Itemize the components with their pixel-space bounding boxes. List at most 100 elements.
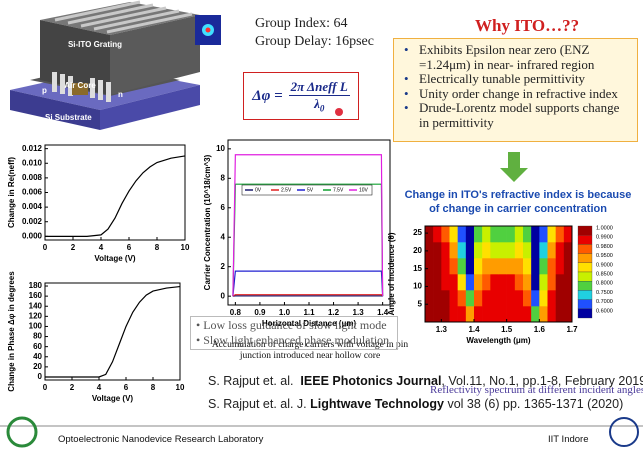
cite-details: vol 38 (6) pp. 1365-1371 (2020) [443,397,624,411]
x-tick-label: 1.5 [501,325,513,334]
colorbar-label: 0.9900 [596,235,613,241]
cite-authors: S. Rajput et. al. J. [208,397,307,411]
heat-cell [433,290,442,307]
heat-cell [457,290,467,307]
down-arrow [500,152,528,182]
slow-list: Low loss guidance of slow light modeSlow… [196,318,392,348]
heat-cell [531,258,540,275]
heat-cell [498,306,507,323]
heat-cell [490,306,499,323]
heat-cell [433,258,442,275]
x-tick-label: 4 [97,383,102,392]
mode-core [205,27,211,33]
heat-cell [506,290,516,307]
heat-cell [555,258,565,275]
heat-cell [490,274,499,291]
x-tick-label: 8 [151,383,156,392]
legend-label: 2.5V [281,187,292,193]
heat-cell [498,226,507,243]
colorbar-label: 0.9000 [596,262,613,268]
heat-cell [490,290,499,307]
x-axis-label: Voltage (V) [94,254,136,263]
heat-cell [514,274,524,291]
heat-cell [547,258,556,275]
legend-label: 5V [307,187,314,193]
heat-cell [433,226,442,243]
heat-cell [457,306,467,323]
reflect-caption: Reflectivity spectrum at different incid… [430,384,643,396]
colorbar-label: 0.9800 [596,244,613,250]
y-tick-label: 80 [33,332,42,341]
x-tick-label: 1.2 [328,308,340,317]
plot-frame [424,225,573,323]
cite-details: , Vol.11, No.1, pp.1-8, February 2019 [441,374,643,388]
eq-lhs: Δφ = [252,87,283,104]
heat-cell [482,242,491,259]
colorbar-swatch [577,244,593,254]
heat-cell [563,226,573,243]
cite-journal: Lightwave Technology [310,397,444,411]
heat-cell [425,290,434,307]
heat-cell [482,290,491,307]
heat-cell [523,290,532,307]
y-axis-label: Carrier Concentration (10^18/cm^3) [203,154,212,290]
y-tick-label: 20 [413,246,422,255]
x-tick-label: 1.1 [303,308,315,317]
y-tick-label: 0 [38,372,43,381]
heat-cell [547,226,556,243]
colorbar-swatch [577,235,593,245]
footer-institute: IIT Indore [548,434,589,445]
heat-cell [498,258,507,275]
heat-cell [531,242,540,259]
y-tick-label: 15 [413,264,422,273]
heat-cell [465,306,475,323]
why-title: Why ITO…?? [475,16,580,35]
heat-cell [531,274,540,291]
heat-cell [433,306,442,323]
why-box: Exhibits Epsilon near zero (ENZ =1.24μm)… [393,38,638,142]
data-line [232,270,384,297]
heat-cell [514,242,524,259]
air-core [72,83,88,95]
heat-cell [441,242,450,259]
heat-cell [474,290,483,307]
core-label: Air Core [64,81,96,90]
heat-cell [474,274,483,291]
heat-cell [506,242,516,259]
substrate-label: Si Substrate [45,113,92,122]
heat-cell [490,258,499,275]
x-tick-label: 0.8 [230,308,242,317]
heat-cell [498,242,507,259]
data-line [45,285,181,378]
heat-cell [425,242,434,259]
y-tick-label: 8 [221,173,226,182]
eq-sub: 0 [319,103,325,114]
y-tick-label: 140 [29,301,43,310]
x-tick-label: 2 [70,383,75,392]
x-axis-label: Voltage (V) [92,394,134,403]
logo [6,416,38,448]
grating-front [40,20,110,95]
colorbar-label: 0.9500 [596,253,613,259]
cite-journal: IEEE Photonics Journal [300,374,442,388]
heat-cell [433,274,442,291]
x-tick-label: 6 [124,383,129,392]
y-axis-label: Change in Re(neff) [7,157,16,228]
y-tick-label: 0.002 [22,217,43,226]
heat-cell [539,258,548,275]
legend-box [241,184,373,196]
legend-label: 10V [359,187,369,193]
heat-cell [514,290,524,307]
y-tick-label: 180 [29,281,43,290]
y-tick-label: 0.004 [22,202,43,211]
heat-cell [449,258,458,275]
x-tick-label: 6 [127,243,132,252]
colorbar-swatch [577,308,593,319]
y-tick-label: 6 [221,203,226,212]
y-tick-label: 0.012 [22,144,43,153]
y-tick-label: 0 [221,291,226,300]
heat-cell [555,274,565,291]
citation: S. Rajput et. al. J. Lightwave Technolog… [208,397,623,411]
x-tick-label: 1.4 [377,308,389,317]
